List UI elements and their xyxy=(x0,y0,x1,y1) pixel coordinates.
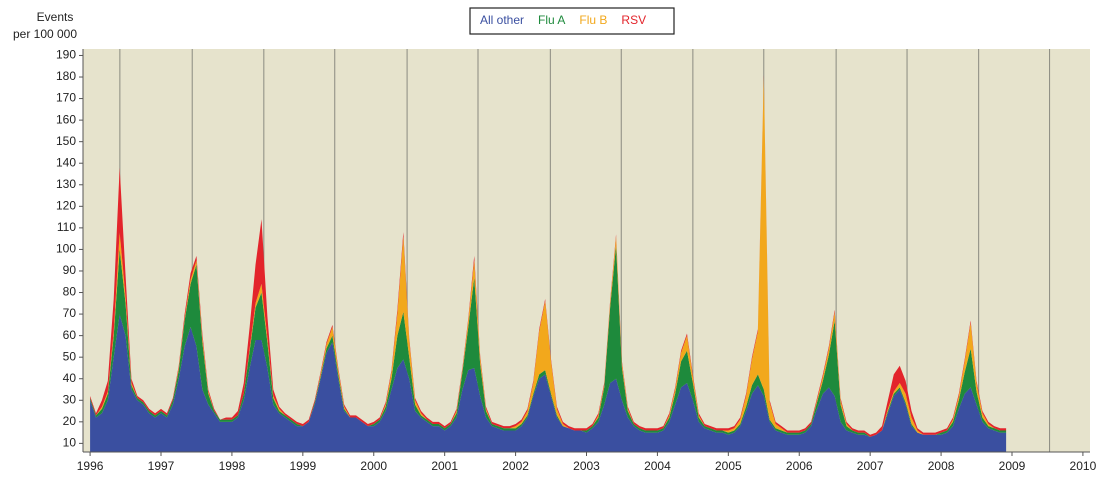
legend-entry: RSV xyxy=(621,13,646,27)
y-tick-label: 50 xyxy=(63,349,77,363)
x-tick-label: 2008 xyxy=(928,459,955,473)
x-tick-label: 2010 xyxy=(1070,459,1097,473)
x-tick-label: 1998 xyxy=(219,459,246,473)
y-tick-label: 120 xyxy=(56,198,76,212)
y-tick-label: 60 xyxy=(63,328,77,342)
y-tick-label: 150 xyxy=(56,134,76,148)
y-tick-label: 70 xyxy=(63,306,77,320)
x-tick-label: 1999 xyxy=(289,459,316,473)
y-tick-label: 180 xyxy=(56,69,76,83)
y-tick-label: 160 xyxy=(56,112,76,126)
y-tick-label: 90 xyxy=(63,263,77,277)
y-tick-label: 130 xyxy=(56,177,76,191)
x-tick-label: 2003 xyxy=(573,459,600,473)
legend-entry: All other xyxy=(480,13,524,27)
plot-background xyxy=(83,49,1090,452)
y-tick-label: 190 xyxy=(56,48,76,62)
y-tick-label: 140 xyxy=(56,155,76,169)
y-tick-label: 10 xyxy=(63,436,77,450)
legend-box xyxy=(469,7,675,35)
y-tick-label: 30 xyxy=(63,392,77,406)
y-tick-label: 170 xyxy=(56,91,76,105)
legend-entry: Flu B xyxy=(579,13,607,27)
y-tick-label: 100 xyxy=(56,242,76,256)
y-axis-title: Events xyxy=(37,10,74,24)
x-tick-label: 2006 xyxy=(786,459,813,473)
x-tick-label: 2004 xyxy=(644,459,671,473)
legend-entry: Flu A xyxy=(538,13,565,27)
y-tick-label: 40 xyxy=(63,371,77,385)
x-tick-label: 1997 xyxy=(148,459,175,473)
x-tick-label: 2002 xyxy=(502,459,529,473)
area xyxy=(90,77,1007,437)
y-tick-label: 20 xyxy=(63,414,77,428)
x-tick-label: 2009 xyxy=(999,459,1026,473)
x-tick-label: 1996 xyxy=(77,459,104,473)
x-tick-label: 2000 xyxy=(360,459,387,473)
y-axis-title: per 100 000 xyxy=(13,27,77,41)
x-tick-label: 2001 xyxy=(431,459,458,473)
y-tick-label: 110 xyxy=(57,220,76,234)
area xyxy=(90,314,1007,452)
x-tick-label: 2005 xyxy=(715,459,742,473)
y-tick-label: 80 xyxy=(63,285,77,299)
x-tick-label: 2007 xyxy=(857,459,884,473)
